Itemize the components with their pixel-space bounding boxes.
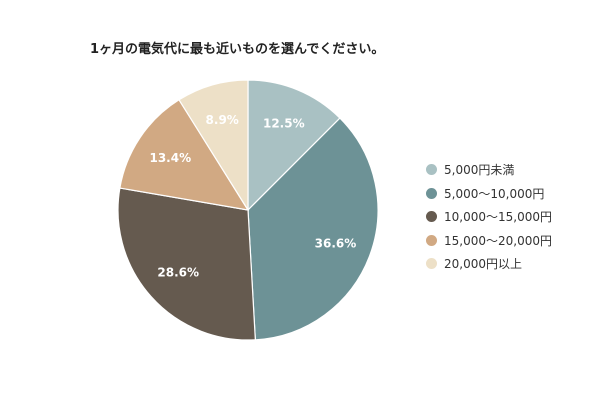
pie-slice-1 (247, 79, 341, 212)
pie-slices (117, 79, 379, 341)
legend-swatch-1 (426, 164, 437, 176)
slice-value-label-5: 8.9% (206, 113, 239, 127)
legend-swatch-2 (426, 187, 437, 199)
legend-item-3: 10,000〜15,000円 (426, 205, 552, 229)
legend-label-1: 5,000円未満 (444, 163, 515, 178)
pie-slice-3 (117, 187, 256, 341)
legend: 5,000円未満 5,000〜10,000円 10,000〜15,000円 15,00… (426, 158, 552, 276)
legend-swatch-4 (426, 234, 437, 246)
legend-label-4: 15,000〜20,000円 (444, 233, 552, 248)
legend-swatch-5 (426, 258, 437, 270)
pie-slice-4 (119, 98, 250, 211)
slice-value-label-2: 36.6% (315, 236, 357, 250)
chart-title: 1ヶ月の電気代に最も近いものを選んでください。 (90, 42, 385, 57)
legend-item-5: 20,000円以上 (426, 252, 552, 276)
legend-item-2: 5,000〜10,000円 (426, 182, 552, 206)
slice-value-label-1: 12.5% (263, 117, 305, 131)
legend-label-5: 20,000円以上 (444, 257, 522, 272)
pie-slice-2 (247, 117, 379, 341)
pie-slice-5 (178, 79, 249, 213)
slice-value-label-3: 28.6% (157, 265, 199, 279)
legend-swatch-3 (426, 211, 437, 223)
pie-labels: 12.5% 36.6% 28.6% 13.4% 8.9% (149, 113, 356, 279)
legend-label-3: 10,000〜15,000円 (444, 210, 552, 225)
slice-value-label-4: 13.4% (149, 151, 191, 165)
legend-item-4: 15,000〜20,000円 (426, 229, 552, 253)
legend-item-1: 5,000円未満 (426, 158, 552, 182)
legend-label-2: 5,000〜10,000円 (444, 186, 545, 201)
